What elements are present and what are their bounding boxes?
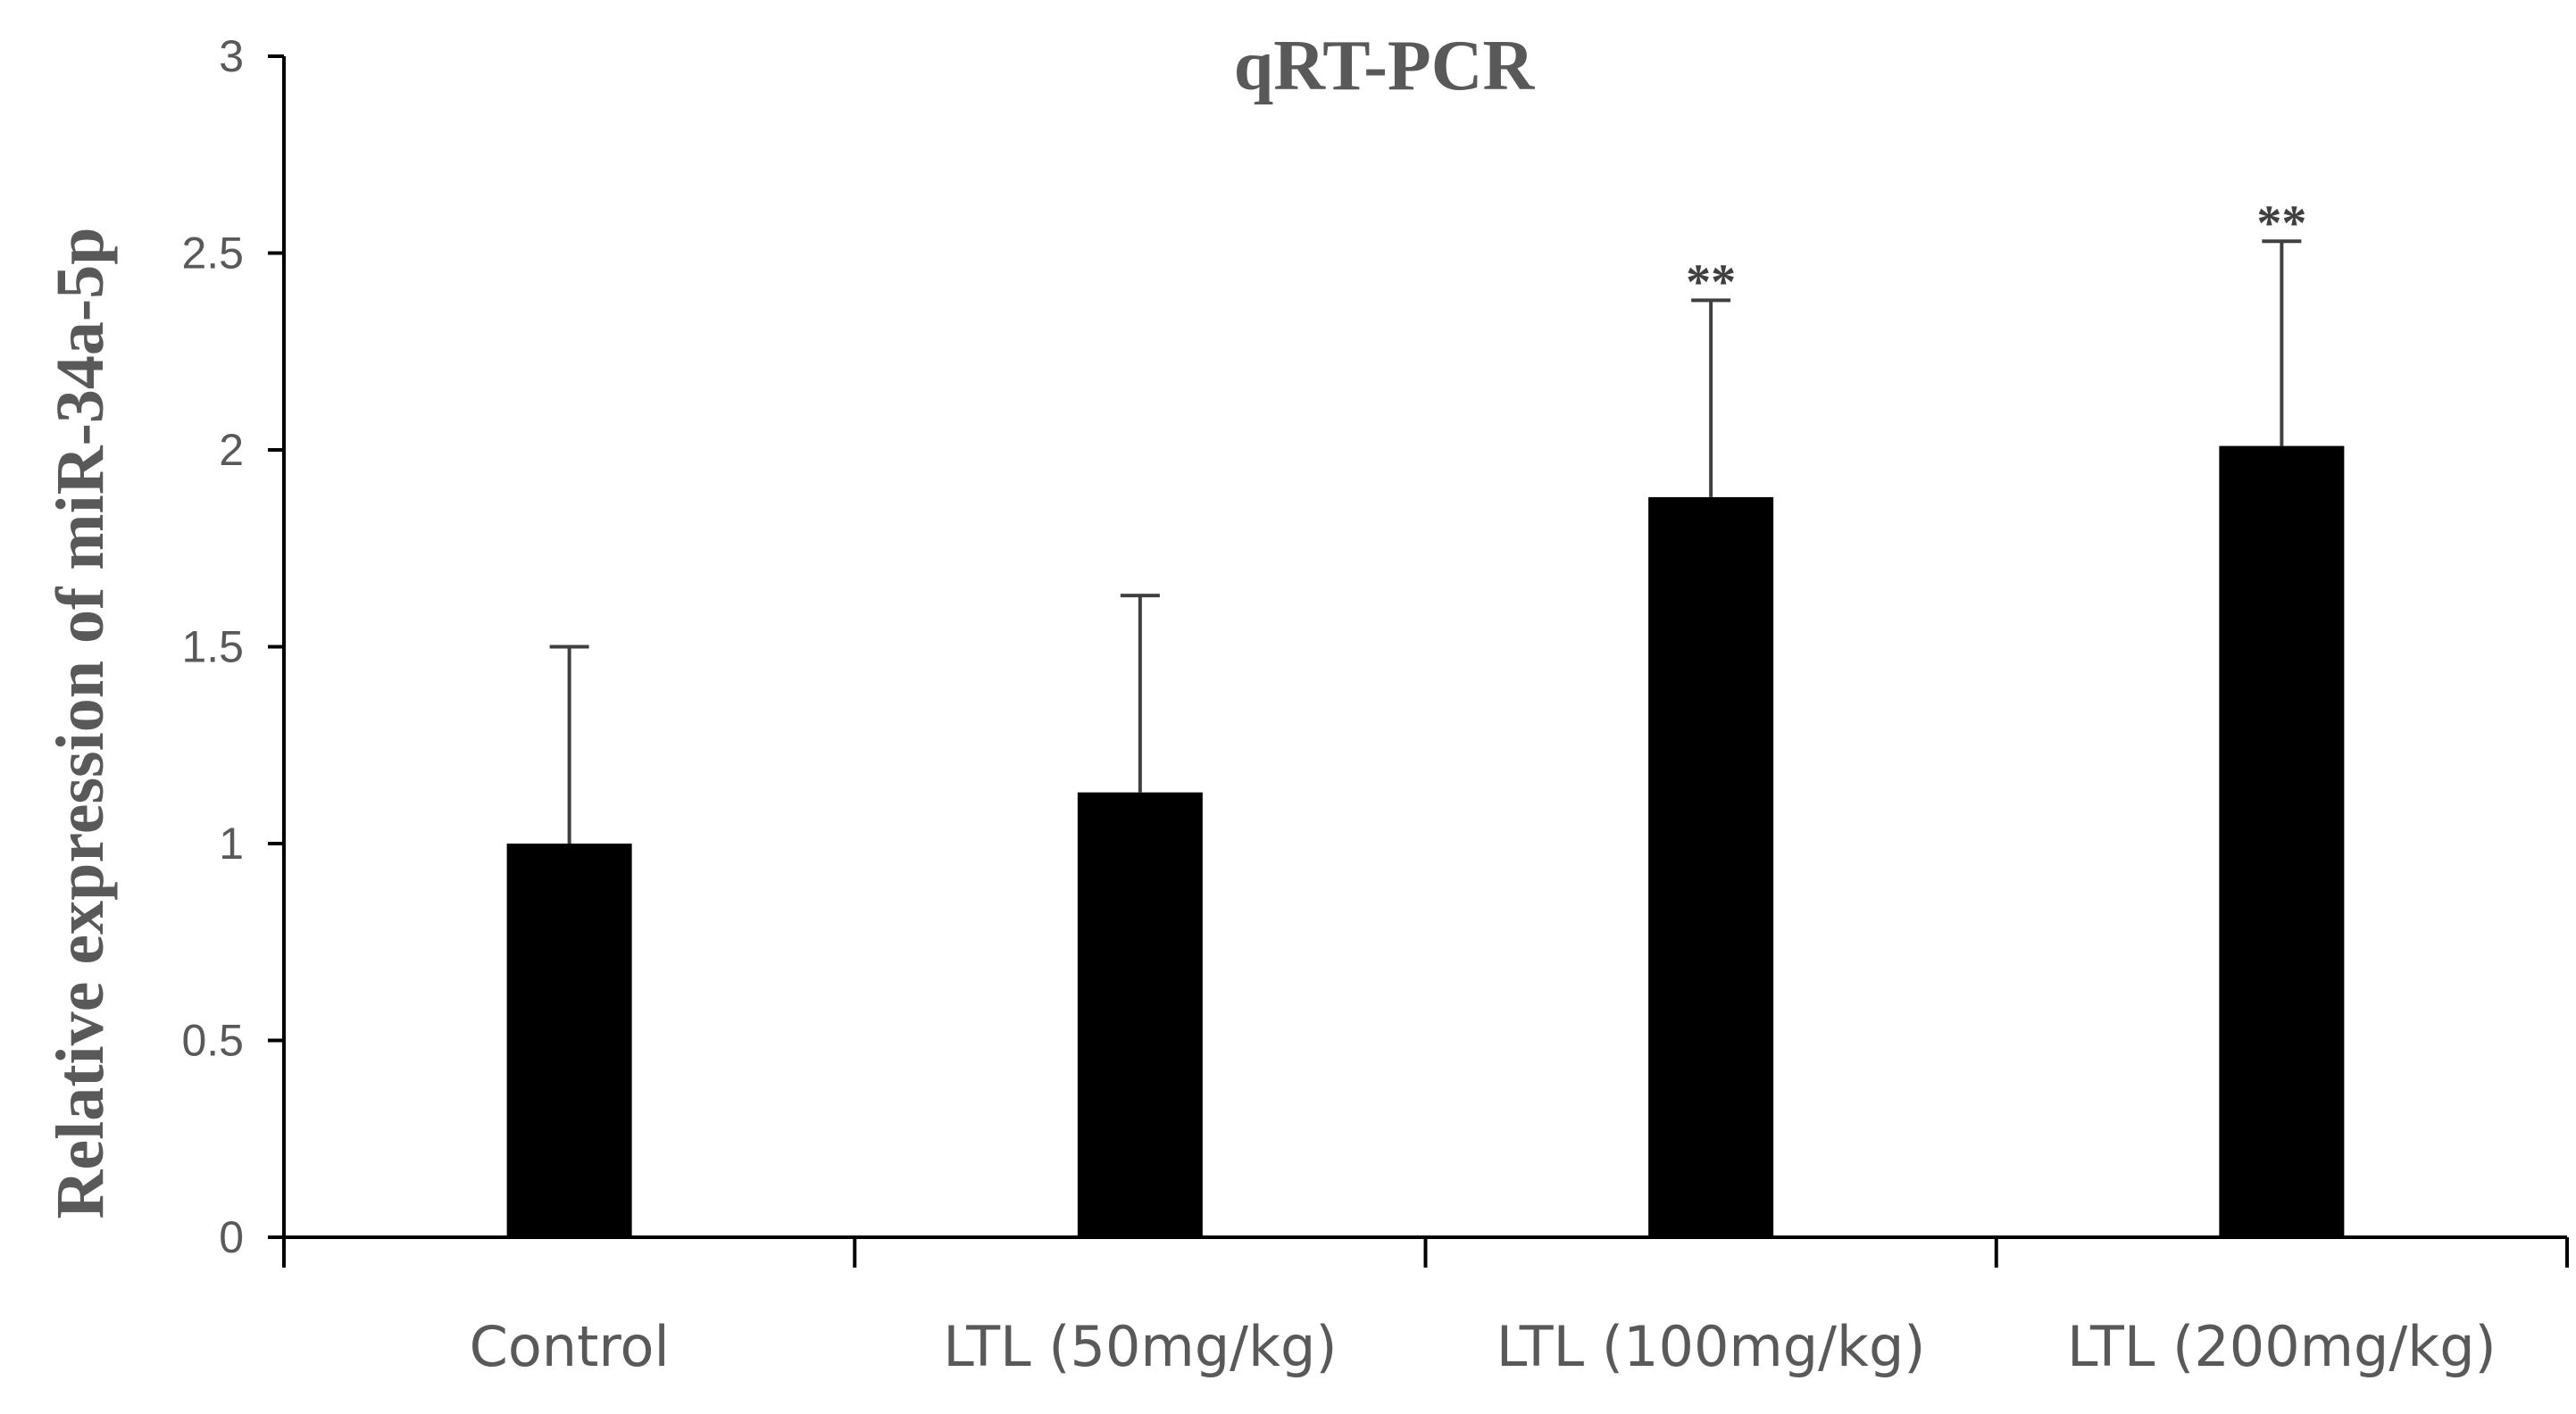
y-tick-label: 2 [219, 425, 244, 475]
significance-label: ** [2256, 195, 2306, 251]
y-tick-label: 1 [219, 819, 244, 869]
bars: ** ** [506, 195, 2345, 1238]
x-tick-label: LTL (100mg/kg) [1496, 1314, 1926, 1379]
x-tick-label: LTL (50mg/kg) [943, 1314, 1337, 1379]
y-axis-label: Relative expression of miR-34a-5p [43, 227, 118, 1219]
y-tick-label: 3 [219, 31, 244, 81]
x-tick-label: LTL (200mg/kg) [2067, 1314, 2497, 1379]
significance-label: ** [1686, 254, 1736, 310]
y-tick-label: 1.5 [181, 622, 244, 672]
x-tick-label: Control [470, 1314, 670, 1379]
x-ticks: Control LTL (50mg/kg) LTL (100mg/kg) LTL (2… [282, 1237, 2569, 1379]
bar [1648, 496, 1774, 1237]
y-tick-label: 0 [219, 1212, 244, 1262]
bar [2219, 445, 2345, 1238]
y-tick-label: 2.5 [181, 229, 244, 279]
chart-title: qRT-PCR [1234, 27, 1536, 105]
bar [1077, 792, 1203, 1237]
y-ticks: 0 0.5 1 1.5 2 2.5 3 [181, 31, 284, 1262]
bar [506, 844, 632, 1237]
y-tick-label: 0.5 [181, 1016, 244, 1066]
